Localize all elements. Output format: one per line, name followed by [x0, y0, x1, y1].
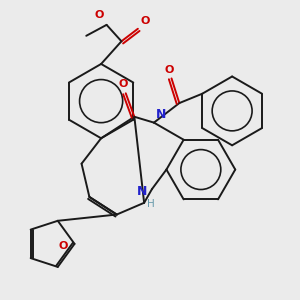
Text: N: N — [156, 108, 167, 121]
Text: O: O — [58, 241, 68, 251]
Text: O: O — [94, 10, 104, 20]
Text: H: H — [147, 199, 155, 209]
Text: O: O — [119, 80, 128, 89]
Text: O: O — [140, 16, 150, 26]
Text: N: N — [137, 184, 147, 198]
Text: O: O — [164, 64, 174, 74]
